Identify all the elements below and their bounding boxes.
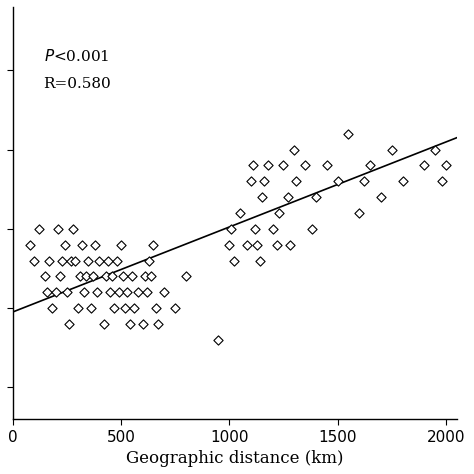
Point <box>65 320 73 328</box>
Point <box>110 304 118 312</box>
Text: $P$<0.001: $P$<0.001 <box>44 48 109 64</box>
Point <box>102 273 109 280</box>
Point <box>377 193 385 201</box>
Point <box>442 162 450 169</box>
Point <box>215 336 222 344</box>
Point <box>56 273 64 280</box>
Point <box>115 289 122 296</box>
Point <box>226 241 233 248</box>
Point <box>69 225 77 233</box>
Point <box>139 320 146 328</box>
Point <box>388 146 395 154</box>
Point <box>128 273 136 280</box>
Point <box>93 289 101 296</box>
Point <box>182 273 190 280</box>
Point <box>135 289 142 296</box>
Point <box>254 241 261 248</box>
Point <box>46 257 53 264</box>
Point <box>106 289 114 296</box>
Point <box>72 257 79 264</box>
Point <box>84 257 92 264</box>
Text: R=0.580: R=0.580 <box>44 77 111 91</box>
Point <box>360 178 367 185</box>
X-axis label: Geographic distance (km): Geographic distance (km) <box>126 450 343 467</box>
Point <box>264 162 272 169</box>
Point <box>284 193 292 201</box>
Point <box>286 241 294 248</box>
Point <box>74 304 82 312</box>
Point <box>63 289 71 296</box>
Point <box>91 241 99 248</box>
Point <box>160 289 168 296</box>
Point <box>109 273 116 280</box>
Point <box>143 289 151 296</box>
Point <box>130 304 137 312</box>
Point <box>59 257 66 264</box>
Point <box>345 130 352 137</box>
Point <box>76 273 83 280</box>
Point <box>121 304 129 312</box>
Point <box>124 289 131 296</box>
Point <box>35 225 42 233</box>
Point <box>126 320 133 328</box>
Point <box>308 225 315 233</box>
Point <box>147 273 155 280</box>
Point <box>141 273 148 280</box>
Point <box>228 225 235 233</box>
Point <box>312 193 319 201</box>
Point <box>269 225 276 233</box>
Point <box>171 304 179 312</box>
Point <box>80 289 88 296</box>
Point <box>273 241 281 248</box>
Point <box>292 178 300 185</box>
Point <box>26 241 34 248</box>
Point <box>323 162 330 169</box>
Point <box>420 162 428 169</box>
Point <box>258 193 265 201</box>
Point <box>301 162 309 169</box>
Point <box>247 178 255 185</box>
Point <box>87 304 94 312</box>
Point <box>243 241 250 248</box>
Point <box>54 225 62 233</box>
Point <box>150 241 157 248</box>
Point <box>260 178 268 185</box>
Point <box>78 241 86 248</box>
Point <box>152 304 159 312</box>
Point <box>119 273 127 280</box>
Point <box>100 320 107 328</box>
Point <box>280 162 287 169</box>
Point <box>113 257 120 264</box>
Point <box>117 241 125 248</box>
Point <box>95 257 103 264</box>
Point <box>366 162 374 169</box>
Point <box>41 273 49 280</box>
Point <box>44 289 51 296</box>
Point <box>67 257 75 264</box>
Point <box>236 209 244 217</box>
Point <box>89 273 97 280</box>
Point <box>61 241 68 248</box>
Point <box>249 162 257 169</box>
Point <box>52 289 60 296</box>
Point <box>356 209 363 217</box>
Point <box>251 225 259 233</box>
Point <box>334 178 341 185</box>
Point <box>399 178 406 185</box>
Point <box>145 257 153 264</box>
Point <box>291 146 298 154</box>
Point <box>256 257 264 264</box>
Point <box>82 273 90 280</box>
Point <box>104 257 112 264</box>
Point <box>438 178 446 185</box>
Point <box>230 257 237 264</box>
Point <box>154 320 162 328</box>
Point <box>48 304 55 312</box>
Point <box>275 209 283 217</box>
Point <box>431 146 439 154</box>
Point <box>30 257 38 264</box>
